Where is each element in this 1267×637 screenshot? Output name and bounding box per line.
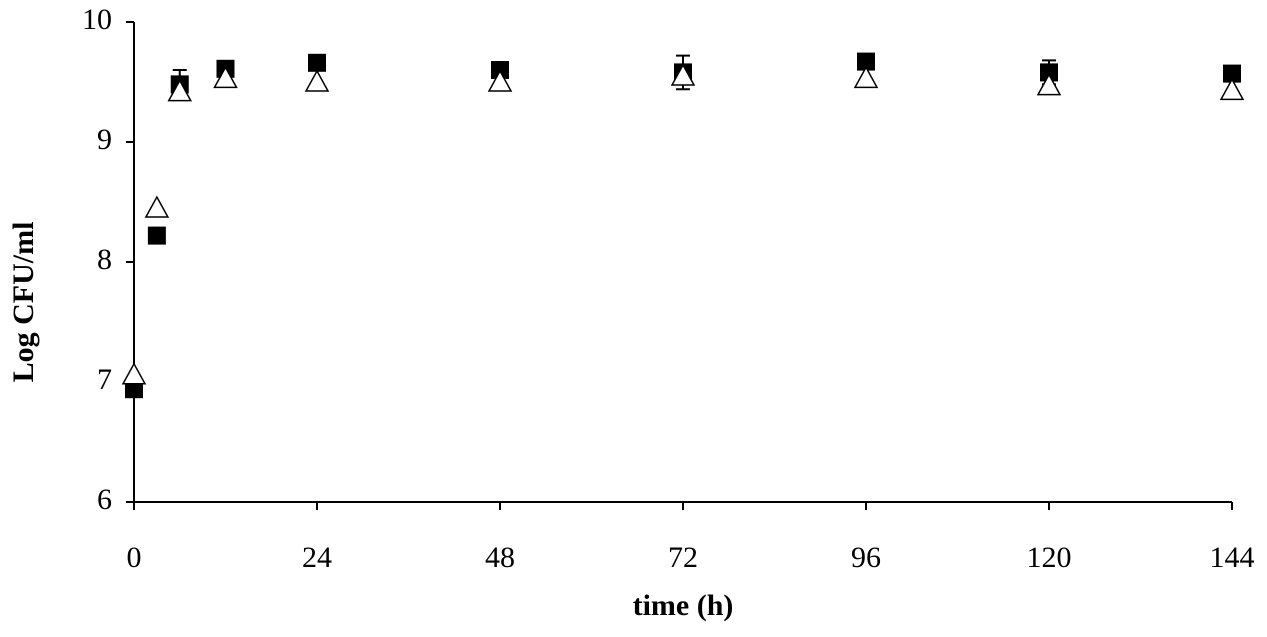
x-tick-label: 120 <box>1027 541 1072 574</box>
square-marker <box>1040 63 1058 82</box>
x-tick-label: 0 <box>127 541 142 574</box>
square-marker <box>308 53 326 72</box>
square-marker <box>125 380 143 399</box>
square-marker <box>1223 64 1241 83</box>
triangle-marker <box>487 69 513 92</box>
x-tick-label: 24 <box>302 541 332 574</box>
x-tick-label: 48 <box>485 541 515 574</box>
triangle-marker <box>304 69 330 92</box>
triangle-marker <box>121 362 147 385</box>
y-tick-label: 10 <box>82 3 112 36</box>
triangle-marker <box>213 65 238 89</box>
y-tick-label: 9 <box>97 123 112 156</box>
y-tick-label: 7 <box>97 363 112 396</box>
y-tick-label: 6 <box>97 483 112 516</box>
triangle-marker <box>1219 77 1245 101</box>
triangle-marker <box>1036 73 1062 96</box>
x-tick-label: 72 <box>668 541 698 574</box>
x-axis-title: time (h) <box>633 589 734 622</box>
y-tick-label: 8 <box>97 243 112 276</box>
y-axis-title: Log CFU/ml <box>7 222 40 383</box>
triangle-marker <box>853 65 879 89</box>
x-tick-label: 96 <box>851 541 881 574</box>
triangle-marker <box>670 63 696 86</box>
square-marker <box>857 52 875 71</box>
triangle-marker <box>144 195 170 218</box>
triangle-marker <box>167 79 193 102</box>
square-marker <box>147 226 166 245</box>
x-tick-label: 144 <box>1210 541 1255 574</box>
